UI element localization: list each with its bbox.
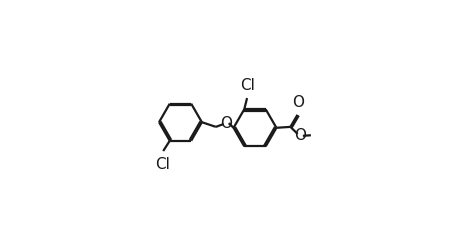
Text: O: O <box>294 128 306 143</box>
Text: Cl: Cl <box>240 78 255 93</box>
Text: O: O <box>220 116 232 131</box>
Text: Cl: Cl <box>155 157 170 172</box>
Text: O: O <box>292 95 304 110</box>
